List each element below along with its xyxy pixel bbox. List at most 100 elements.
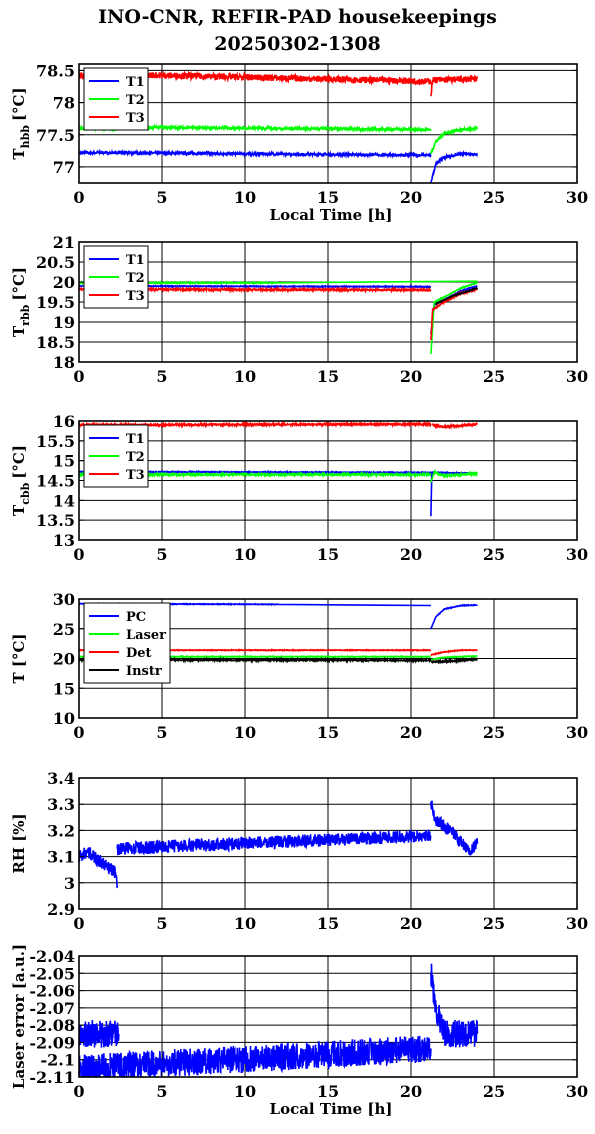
series-group: [79, 69, 479, 183]
series-line-data: [79, 847, 118, 889]
x-tick-label: 20: [400, 914, 422, 933]
x-tick-label: 30: [566, 367, 588, 386]
legend-label: Instr: [126, 664, 162, 679]
y-tick-label: -2.11: [29, 1068, 75, 1087]
y-tick-label: 77: [53, 158, 75, 177]
x-tick-label: 10: [234, 723, 256, 742]
series-line-instr: [430, 656, 478, 665]
y-tick-label: 3.3: [47, 795, 75, 814]
series-line-data: [79, 1020, 120, 1048]
legend: T1 T2 T3: [83, 67, 149, 131]
legend-label: T2: [126, 93, 145, 108]
x-tick-label: 30: [566, 188, 588, 207]
y-tick-label: -2.05: [29, 964, 75, 983]
legend-label: T1: [126, 432, 145, 447]
x-tick-label: 20: [400, 545, 422, 564]
series-line-t3: [430, 74, 479, 97]
y-tick-label: -2.1: [41, 1051, 75, 1070]
x-tick-label: 0: [73, 545, 84, 564]
legend-label: T2: [126, 271, 145, 286]
chart-title-line2: 20250302-1308: [214, 33, 381, 55]
x-tick-label: 5: [156, 188, 167, 207]
chart-title-line1: INO-CNR, REFIR-PAD housekeepings: [98, 6, 497, 28]
y-tick-label: 2.9: [47, 900, 75, 919]
y-tick-label: -2.06: [29, 982, 75, 1001]
x-tick-label: 25: [483, 914, 505, 933]
legend-label: T3: [126, 468, 145, 483]
x-axis-label: Local Time [h]: [270, 1100, 393, 1118]
y-tick-label: 78.5: [36, 61, 75, 80]
series-line-t3: [118, 70, 432, 87]
legend-label: T2: [126, 450, 145, 465]
x-tick-label: 15: [317, 723, 339, 742]
series-line-data: [430, 963, 479, 1048]
chart-panel-4: 0 5 10 15 20 25 30 10 15 20 25 30 T [°C] PC Laser Det In…: [10, 590, 588, 742]
legend-label: Laser: [126, 628, 166, 643]
y-tick-label: 25: [53, 620, 75, 639]
series-line-data: [116, 829, 432, 856]
series-line-data: [435, 286, 479, 306]
x-tick-label: 25: [483, 545, 505, 564]
y-tick-label: 19: [53, 313, 75, 332]
y-tick-label: -2.07: [29, 999, 75, 1018]
series-line-t2: [430, 124, 478, 155]
legend: T1 T2 T3: [83, 424, 149, 488]
y-tick-label: 14.5: [36, 472, 75, 491]
x-tick-label: 30: [566, 1082, 588, 1101]
x-tick-label: 20: [400, 367, 422, 386]
x-tick-label: 0: [73, 723, 84, 742]
y-axis-label: Thbb[°C]: [10, 87, 32, 159]
x-tick-label: 20: [400, 188, 422, 207]
y-tick-label: -2.09: [29, 1033, 75, 1052]
x-tick-label: 10: [234, 914, 256, 933]
y-tick-label: 20: [53, 273, 75, 292]
series-line-laser: [430, 654, 478, 661]
series-line-t2: [118, 123, 432, 134]
series-line-t1: [430, 470, 478, 517]
legend-label: T1: [126, 253, 145, 268]
x-tick-label: 15: [317, 1082, 339, 1101]
legend: PC Laser Det Instr: [83, 602, 171, 684]
y-axis-label: Laser error [a.u.]: [10, 944, 28, 1089]
y-tick-label: 14: [53, 491, 75, 510]
y-tick-label: 16: [53, 412, 75, 431]
y-tick-label: 15: [53, 452, 75, 471]
series-line-t1: [118, 148, 432, 159]
chart-panel-5: 0 5 10 15 20 25 30 2.9 3 3.1 3.2 3.3 3.4 RH [%]: [10, 769, 588, 933]
series-line-t1: [430, 150, 478, 183]
chart-panel-1: 0 5 10 15 20 25 30 77 77.5 78 78.5 Local Time [h] Th…: [10, 61, 588, 224]
y-tick-label: 3.2: [47, 821, 75, 840]
x-tick-label: 0: [73, 188, 84, 207]
x-tick-label: 15: [317, 367, 339, 386]
y-tick-label: -2.04: [29, 947, 75, 966]
y-axis-label: RH [%]: [10, 813, 28, 873]
series-group: [79, 963, 479, 1077]
x-tick-label: 25: [483, 188, 505, 207]
x-tick-label: 10: [234, 1082, 256, 1101]
x-tick-label: 0: [73, 914, 84, 933]
x-tick-label: 20: [400, 723, 422, 742]
legend-label: T3: [126, 111, 145, 126]
series-line-t3: [431, 421, 478, 430]
y-tick-label: 10: [53, 709, 75, 728]
y-tick-label: 18: [53, 353, 75, 372]
x-tick-label: 5: [156, 367, 167, 386]
series-line-t1: [430, 285, 478, 335]
x-tick-label: 5: [156, 1082, 167, 1101]
x-tick-label: 30: [566, 914, 588, 933]
chart-panel-2: 0 5 10 15 20 25 301818.51919.52020.521Trbb[°C]…: [10, 233, 588, 386]
legend-label: Det: [126, 646, 152, 661]
series-line-pc: [430, 603, 478, 630]
y-tick-label: 3.1: [47, 848, 75, 867]
y-tick-label: 19.5: [36, 293, 75, 312]
y-tick-label: 15: [53, 679, 75, 698]
y-tick-label: 77.5: [36, 126, 75, 145]
series-line-t3: [430, 287, 479, 341]
y-axis-label: T [°C]: [10, 633, 28, 683]
series-group: [79, 800, 479, 889]
x-tick-label: 10: [234, 367, 256, 386]
y-tick-label: 13.5: [36, 511, 75, 530]
series-line-data: [430, 800, 479, 856]
y-tick-label: -2.08: [29, 1016, 75, 1035]
